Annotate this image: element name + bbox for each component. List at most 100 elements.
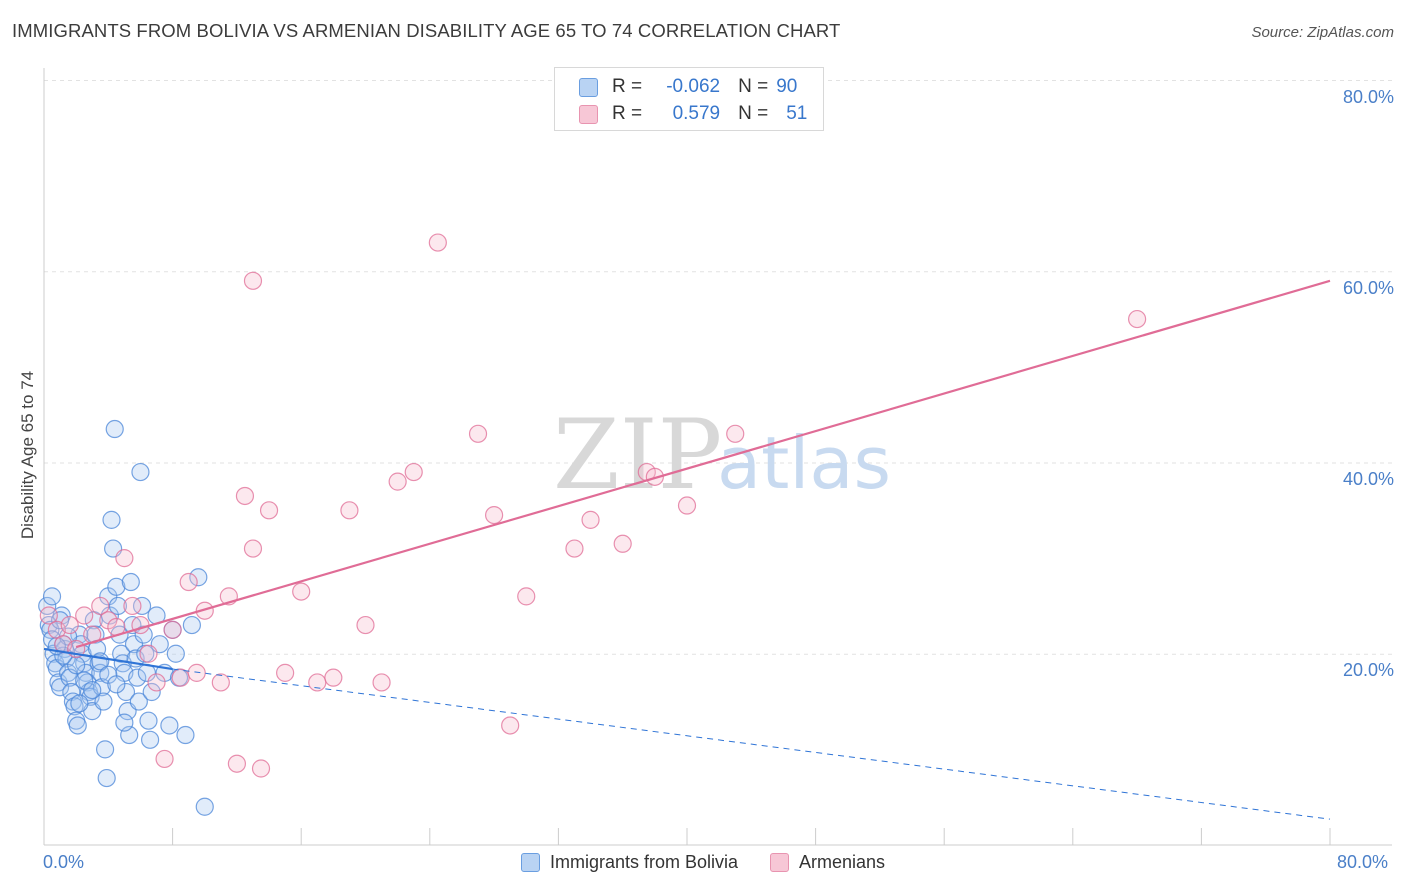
bolivia-point xyxy=(140,730,160,749)
bolivia-point xyxy=(108,596,128,616)
bolivia-point xyxy=(121,572,140,592)
armenians-point xyxy=(517,587,536,606)
legend-label-bolivia: Immigrants from Bolivia xyxy=(549,852,738,872)
bolivia-point xyxy=(65,697,84,716)
armenians-point xyxy=(372,673,391,692)
armenians-point xyxy=(243,539,263,558)
bolivia-point xyxy=(128,668,147,687)
armenians-point xyxy=(171,668,190,687)
legend-label-armenians: Armenians xyxy=(799,852,886,872)
armenians-point xyxy=(259,501,279,520)
armenians-point xyxy=(485,505,504,525)
armenians-point xyxy=(235,486,255,506)
armenians-point xyxy=(179,572,198,592)
bolivia-point xyxy=(115,713,134,732)
armenians-point xyxy=(613,534,632,553)
armenians-point xyxy=(404,462,423,482)
armenians-point xyxy=(501,716,520,735)
legend-swatch-bolivia xyxy=(579,77,598,97)
bolivia-point xyxy=(134,625,153,644)
armenians-point xyxy=(115,549,134,568)
r-value: 0.579 xyxy=(672,103,721,124)
legend-row-armenians: R = 0.579 N = 51 xyxy=(579,102,807,126)
legend-swatch-armenians xyxy=(579,104,598,124)
armenians-point xyxy=(163,620,182,639)
armenians-point xyxy=(468,424,488,443)
armenians-point xyxy=(39,606,58,625)
bolivia-point xyxy=(95,740,115,759)
r-label: R = xyxy=(612,103,643,124)
y-tick-40: 40.0% xyxy=(1342,469,1394,489)
armenians-point xyxy=(195,601,214,620)
armenians-point xyxy=(340,501,359,520)
armenians-point xyxy=(123,596,142,616)
armenians-point xyxy=(1127,309,1147,329)
bolivia-trend-dashed xyxy=(172,668,1331,820)
correlation-legend: R = -0.062 N = 90 R = 0.579 N = 51 xyxy=(554,67,824,131)
bolivia-point xyxy=(68,716,87,735)
armenians-point xyxy=(428,233,447,252)
n-label: N = xyxy=(738,103,769,124)
bolivia-point xyxy=(139,711,158,730)
armenians-point xyxy=(243,271,263,290)
armenians-point xyxy=(292,582,311,601)
armenians-point xyxy=(91,596,110,616)
armenians-point xyxy=(308,673,327,692)
legend-swatch-armenians xyxy=(770,853,789,872)
y-tick-60: 60.0% xyxy=(1342,278,1394,298)
legend-row-bolivia: R = -0.062 N = 90 xyxy=(579,75,797,99)
bolivia-point xyxy=(166,644,185,663)
armenians-point xyxy=(565,539,584,558)
x-tick-min: 0.0% xyxy=(43,852,85,872)
armenians-point xyxy=(211,673,230,692)
bolivia-point xyxy=(189,568,208,587)
armenians-point xyxy=(227,754,246,773)
armenians-trend-line xyxy=(75,279,1331,649)
bolivia-point xyxy=(131,462,150,482)
y-axis-label: Disability Age 65 to 74 xyxy=(18,370,37,540)
source-label: Source: ZipAtlas.com xyxy=(1251,24,1394,41)
legend-item-bolivia[interactable]: Immigrants from Bolivia xyxy=(520,852,738,873)
armenians-point xyxy=(645,467,664,486)
y-tick-80: 80.0% xyxy=(1342,87,1394,107)
r-value: -0.062 xyxy=(666,76,721,97)
armenians-point xyxy=(677,496,697,515)
bolivia-point xyxy=(176,725,195,745)
armenians-point xyxy=(187,663,206,682)
bolivia-trend-line xyxy=(43,647,173,671)
bolivia-point xyxy=(142,682,161,702)
legend-item-armenians[interactable]: Armenians xyxy=(770,852,885,873)
armenians-point xyxy=(356,615,375,635)
x-tick-max: 80.0% xyxy=(1337,852,1389,872)
n-value: 90 xyxy=(776,76,798,97)
legend-swatch-bolivia xyxy=(520,853,540,872)
bolivia-point xyxy=(70,694,89,713)
armenians-point xyxy=(581,510,600,529)
bolivia-point xyxy=(132,596,152,616)
series-legend: Immigrants from Bolivia Armenians xyxy=(0,852,1406,873)
bolivia-point xyxy=(107,577,126,596)
bolivia-point xyxy=(42,587,62,606)
armenians-point xyxy=(726,424,745,443)
bolivia-point xyxy=(67,656,86,675)
n-value: 51 xyxy=(786,103,808,124)
watermark-zip: ZIP xyxy=(553,399,722,511)
armenians-point xyxy=(139,644,158,663)
bolivia-point xyxy=(160,716,179,735)
bolivia-point xyxy=(50,611,70,630)
bolivia-point xyxy=(50,678,70,697)
chart-title: IMMIGRANTS FROM BOLIVIA VS ARMENIAN DISA… xyxy=(12,20,841,41)
n-label: N = xyxy=(738,76,769,97)
r-label: R = xyxy=(612,76,643,97)
bolivia-point xyxy=(97,768,116,788)
bolivia-point xyxy=(107,675,126,694)
bolivia-point xyxy=(129,692,148,711)
armenians-point xyxy=(75,606,94,625)
bolivia-point xyxy=(105,419,124,439)
y-tick-20: 20.0% xyxy=(1342,660,1394,680)
bolivia-point xyxy=(83,680,102,700)
bolivia-point xyxy=(116,682,136,702)
bolivia-point xyxy=(102,510,121,529)
armenians-point xyxy=(147,673,166,692)
